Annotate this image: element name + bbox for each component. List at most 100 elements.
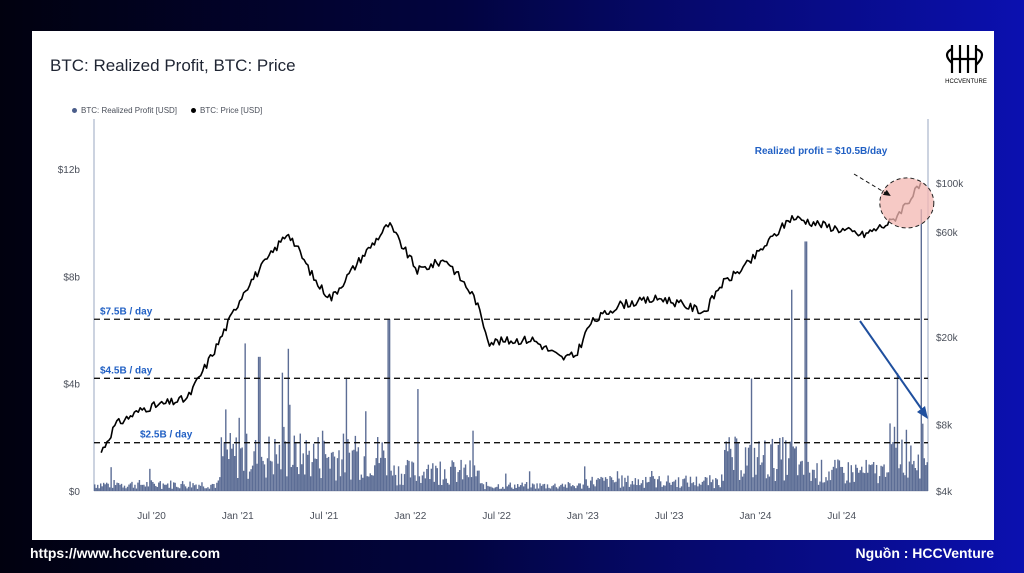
realized-profit-bar [586, 485, 589, 491]
realized-profit-bar [539, 483, 541, 491]
realized-profit-bar [105, 482, 108, 491]
realized-profit-bar [441, 484, 443, 491]
realized-profit-bar [609, 476, 611, 491]
realized-profit-bar [805, 241, 808, 491]
realized-profit-bar [178, 488, 181, 491]
realized-profit-bar [94, 484, 96, 491]
realized-profit-bar [484, 489, 486, 491]
realized-profit-bar [330, 452, 333, 491]
realized-profit-bar [624, 477, 626, 491]
realized-profit-bar [317, 437, 319, 491]
x-tick-label: Jan '24 [739, 511, 771, 522]
realized-profit-bar [289, 404, 291, 491]
realized-profit-bar [689, 476, 692, 491]
realized-profit-bar [527, 488, 529, 491]
realized-profit-bar [922, 423, 924, 491]
realized-profit-bar [604, 477, 607, 491]
realized-profit-bar [616, 471, 619, 491]
realized-profit-bar [397, 466, 400, 491]
realized-profit-bar [326, 457, 328, 491]
realized-profit-bar [444, 469, 446, 491]
realized-profit-bar [664, 485, 666, 491]
realized-profit-bar [710, 482, 713, 491]
realized-profit-bar [418, 476, 421, 491]
realized-profit-bar [872, 462, 875, 491]
realized-profit-bar [508, 484, 510, 491]
realized-profit-bar [880, 465, 882, 491]
realized-profit-bar [183, 484, 185, 491]
realized-profit-bar [849, 482, 851, 491]
y-right-tick-label: $8k [936, 421, 953, 432]
realized-profit-bar [619, 487, 622, 491]
realized-profit-bar [521, 482, 523, 491]
realized-profit-bar [665, 481, 668, 491]
realized-profit-bar [460, 459, 462, 491]
realized-profit-bar [116, 482, 118, 491]
y-left-tick-label: $12b [58, 165, 81, 176]
realized-profit-bar [645, 476, 647, 491]
realized-profit-bar [196, 488, 199, 491]
realized-profit-bar [497, 484, 500, 491]
realized-profit-bar [481, 483, 483, 491]
realized-profit-bar [329, 468, 331, 491]
realized-profit-bar [762, 455, 765, 491]
realized-profit-bar [875, 464, 878, 491]
realized-profit-bar [802, 474, 805, 491]
realized-profit-bar [704, 477, 707, 491]
realized-profit-bar [509, 482, 511, 491]
realized-profit-bar [612, 479, 614, 491]
realized-profit-bar [351, 450, 354, 491]
realized-profit-bar [214, 487, 217, 491]
realized-profit-bars [94, 209, 928, 491]
realized-profit-bar [171, 488, 173, 491]
realized-profit-bar [393, 465, 395, 491]
realized-profit-bar [864, 473, 866, 491]
realized-profit-bar [592, 484, 595, 491]
realized-profit-bar [131, 481, 133, 491]
realized-profit-bar [320, 478, 322, 491]
realized-profit-bar [137, 482, 139, 491]
realized-profit-bar [286, 476, 288, 491]
realized-profit-bar [768, 476, 771, 491]
realized-profit-bar [253, 451, 255, 491]
legend-item-realized-profit[interactable]: BTC: Realized Profit [USD] [72, 106, 177, 115]
realized-profit-bar [438, 484, 440, 491]
footer-url[interactable]: https://www.hccventure.com [30, 545, 221, 561]
realized-profit-bar [467, 477, 470, 491]
realized-profit-bar [239, 448, 242, 491]
realized-profit-bar [582, 484, 584, 491]
realized-profit-bar [360, 474, 363, 491]
realized-profit-bar [721, 474, 723, 491]
realized-profit-bar [128, 484, 130, 491]
realized-profit-bar [917, 454, 920, 491]
realized-profit-bar [722, 480, 724, 491]
realized-profit-bar [169, 480, 172, 491]
realized-profit-bar [344, 472, 346, 491]
realized-profit-bar [350, 479, 352, 491]
realized-profit-bar [231, 448, 233, 491]
realized-profit-bar [143, 484, 145, 491]
realized-profit-bar [925, 465, 927, 491]
realized-profit-bar [372, 475, 374, 491]
chart-canvas: $7.5B / day $4.5B / day $2.5B / day $0 $4b $… [58, 119, 964, 522]
realized-profit-bar [747, 447, 750, 491]
realized-profit-bar [354, 435, 357, 491]
realized-profit-bar [135, 488, 138, 491]
realized-profit-bar [502, 486, 504, 491]
realized-profit-bar [667, 475, 669, 491]
realized-profit-bar [126, 486, 129, 491]
legend-item-price[interactable]: BTC: Price [USD] [191, 106, 262, 115]
realized-profit-bar [817, 484, 820, 491]
realized-profit-bar [113, 480, 115, 491]
realized-profit-bar [517, 484, 519, 491]
realized-profit-bar [679, 487, 681, 491]
realized-profit-bar [668, 482, 671, 491]
realized-profit-bar [359, 479, 361, 491]
realized-profit-bar [454, 466, 456, 491]
realized-profit-bar [813, 469, 815, 491]
realized-profit-bar [385, 475, 388, 491]
realized-profit-bar [241, 447, 243, 491]
realized-profit-bar [451, 460, 453, 491]
realized-profit-bar [566, 487, 568, 491]
realized-profit-bar [107, 483, 109, 491]
